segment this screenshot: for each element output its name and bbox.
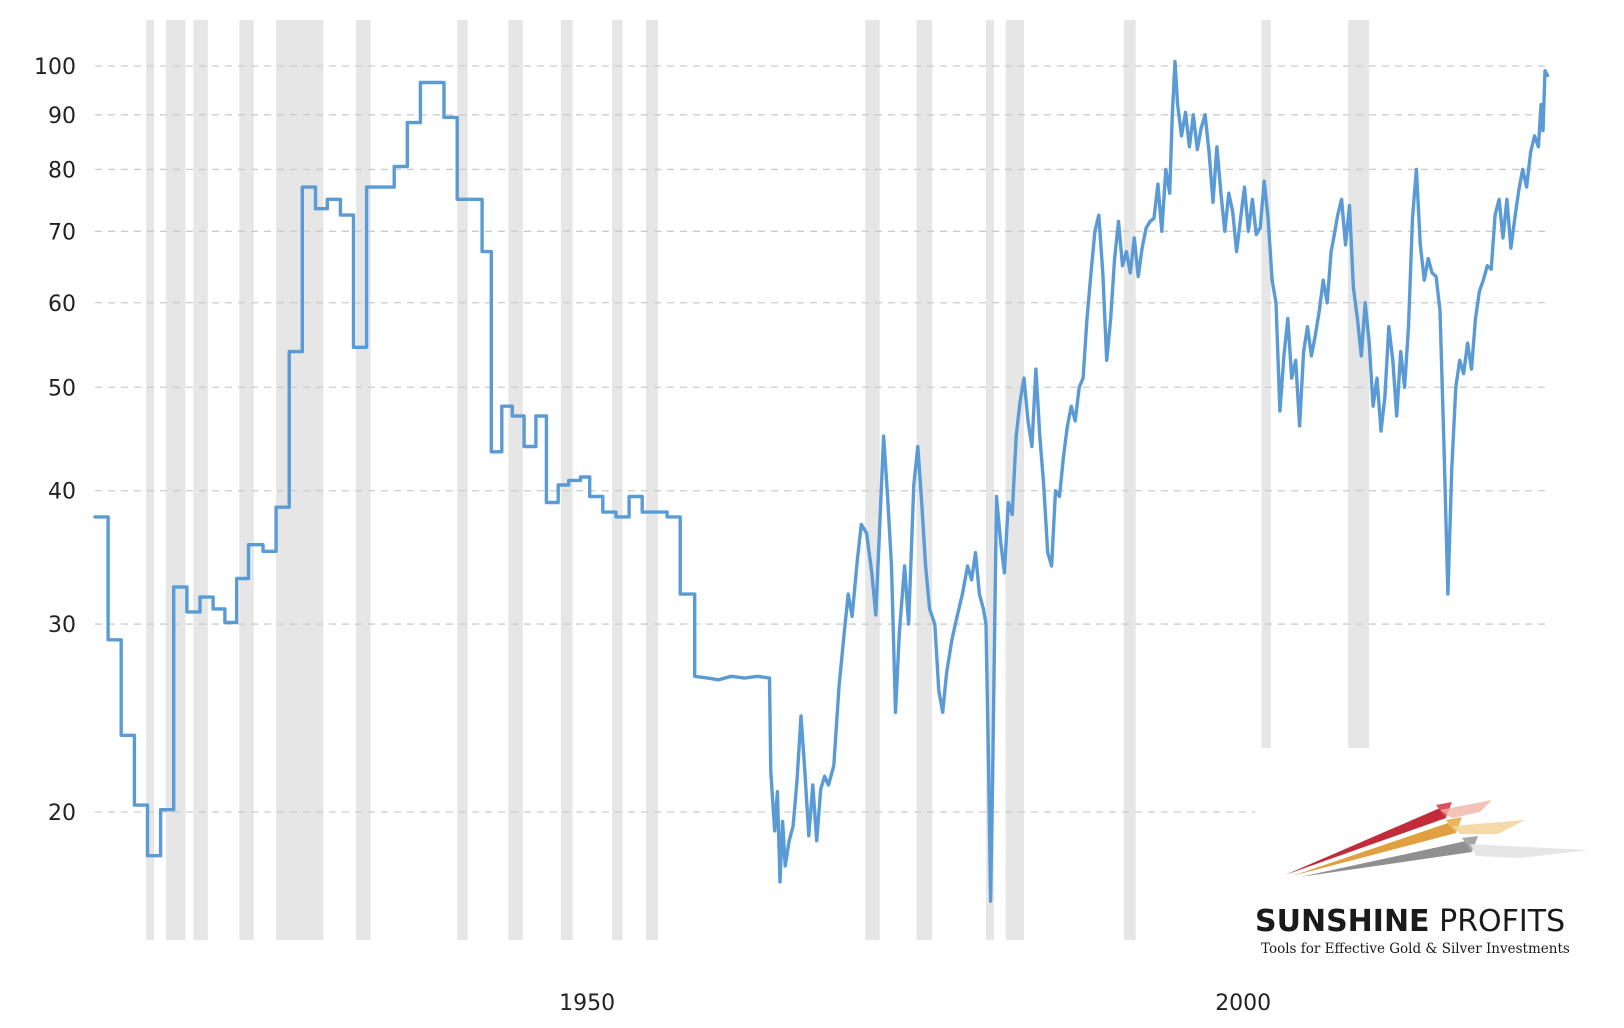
y-tick-label: 60 (48, 292, 76, 317)
y-tick-label: 80 (48, 158, 76, 183)
recession-band (985, 20, 994, 940)
recession-band (356, 20, 371, 940)
x-tick-label: 2000 (1215, 991, 1271, 1016)
recession-band (276, 20, 324, 940)
y-tick-label: 70 (48, 220, 76, 245)
recession-band (560, 20, 573, 940)
series-line (93, 59, 1550, 903)
y-tick-label: 50 (48, 376, 76, 401)
y-tick-label: 100 (34, 55, 76, 80)
recession-band (146, 20, 155, 940)
recession-band (193, 20, 208, 940)
logo-tagline: Tools for Effective Gold & Silver Invest… (1261, 941, 1570, 957)
sunshine-profits-logo: SUNSHINE PROFITS Tools for Effective Gol… (1255, 748, 1607, 983)
recession-band (646, 20, 658, 940)
recession-band (508, 20, 523, 940)
logo-wordmark: SUNSHINE PROFITS (1255, 904, 1565, 939)
y-tick-label: 40 (48, 480, 76, 505)
logo-swoosh-icon (1285, 800, 1590, 877)
recession-band (612, 20, 623, 940)
recession-band (1348, 20, 1370, 940)
recession-band (865, 20, 880, 940)
y-tick-label: 30 (48, 613, 76, 638)
y-axis-ticks: 100 90 80 70 60 50 40 30 20 (34, 55, 76, 826)
recession-band (916, 20, 933, 940)
recession-band (1123, 20, 1136, 940)
logo-background (1255, 748, 1607, 983)
recession-band (1261, 20, 1271, 940)
series-layer (93, 59, 1550, 903)
logo-wordmark-light: PROFITS (1430, 904, 1566, 939)
y-tick-label: 90 (48, 104, 76, 129)
logo-wordmark-bold: SUNSHINE (1255, 904, 1430, 939)
recession-band (165, 20, 186, 940)
recession-band (457, 20, 468, 940)
recession-shading-layer (146, 20, 1370, 940)
x-axis-ticks: 1950 2000 (559, 991, 1271, 1016)
x-tick-label: 1950 (559, 991, 615, 1016)
y-tick-label: 20 (48, 801, 76, 826)
recession-band (239, 20, 254, 940)
